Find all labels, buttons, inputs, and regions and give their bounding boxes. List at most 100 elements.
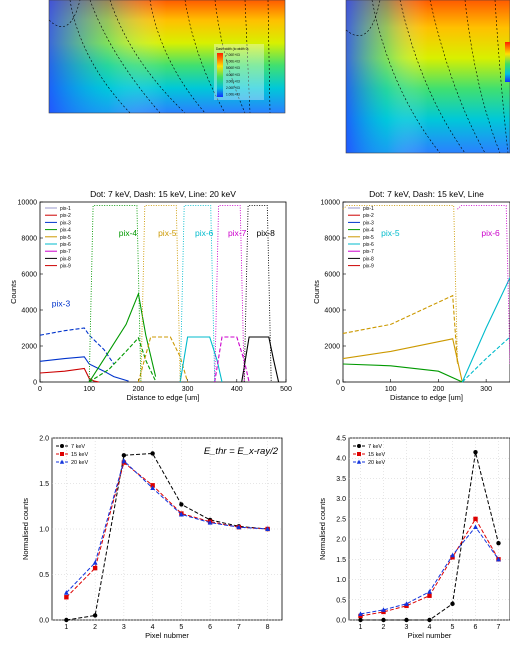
x-axis-label: Pixel number (408, 631, 452, 640)
x-tick-label: 300 (182, 386, 194, 393)
legend-label: pix-3 (60, 220, 71, 226)
colormap-legend: Dash width (to width 0) 7.00E+03 6.00E+03… (214, 44, 264, 100)
y-axis-label: Counts (9, 280, 18, 304)
data-point-triangle (473, 524, 478, 529)
series-line-15-keV (66, 461, 268, 598)
colormap-right-legend-swatch (505, 42, 510, 82)
colormap-left: Dash width (to width 0) 7.00E+03 6.00E+03… (48, 0, 286, 114)
y-tick-label: 1.5 (336, 557, 346, 564)
y-tick-label: 4.5 (336, 436, 346, 443)
y-axis-label: Counts (312, 280, 321, 304)
series-line-pix-6 (461, 277, 510, 383)
x-tick-label: 5 (451, 624, 455, 631)
plot-frame (342, 201, 510, 383)
x-axis-label: Pixel nubmer (145, 631, 189, 640)
annotation-label: pix-5 (158, 228, 177, 238)
legend-label: pix-9 (363, 264, 374, 270)
data-point-circle (381, 617, 386, 623)
colormap-left-contours (48, 0, 271, 114)
annotation-label: pix-7 (228, 228, 247, 238)
data-point-triangle (381, 607, 386, 612)
y-tick-label: 1.0 (336, 577, 346, 584)
y-tick-label: 0 (33, 380, 37, 387)
y-tick-label: 1.5 (39, 481, 49, 488)
threshold-annotation: E_thr = E_x-ray/2 (204, 446, 279, 457)
x-tick-label: 4 (428, 624, 432, 631)
y-tick-label: 1.0 (39, 527, 49, 534)
series-dotted-7kev (243, 205, 272, 383)
y-tick-label: 0.0 (39, 618, 49, 625)
legend-label: pix-3 (363, 220, 374, 226)
legend-label: pix-2 (363, 213, 374, 219)
legend-label: 7 keV (71, 444, 85, 450)
colormap-legend-title: Dash width (to width 0) (216, 47, 248, 51)
x-tick-label: 2 (93, 624, 97, 631)
legend-label: pix-5 (60, 235, 71, 241)
series-line-pix-4 (342, 363, 463, 383)
series-line-pix-3 (39, 327, 115, 365)
data-point-triangle (358, 611, 363, 616)
counts-chart-1: Dot: 7 keV, Dash: 15 keV, Line: 20 keV 0 1… (9, 189, 292, 402)
y-tick-label: 2000 (21, 344, 37, 351)
y-tick-label: 8000 (324, 236, 340, 243)
series-line-pix-6 (461, 336, 510, 383)
annotation-label: pix-5 (381, 228, 400, 238)
y-tick-label: 2.0 (336, 537, 346, 544)
data-point-circle (427, 617, 432, 623)
legend-label: 15 keV (71, 452, 88, 458)
series-line-pix-5 (342, 338, 463, 383)
data-point-square (381, 609, 386, 615)
series-line-pix-2 (39, 367, 100, 383)
data-point-triangle (450, 552, 455, 558)
data-point-circle (450, 601, 455, 607)
legend-marker (356, 459, 362, 464)
series-line-20-keV (66, 459, 268, 594)
series-dotted-7kev (88, 205, 142, 383)
x-tick-label: 100 (83, 386, 95, 393)
legend-marker (60, 452, 64, 456)
annotation-label: pix-4 (119, 228, 138, 238)
y-tick-label: 2.0 (39, 436, 49, 443)
annotation-label: pix-8 (256, 228, 275, 238)
normalised-chart-4: 1 2 3 4 5 6 7 0.0 0.5 1.0 1.5 2.0 2.5 3.0 3.5 4.0 4.5 Pix… (318, 436, 510, 640)
legend-label: pix-6 (60, 242, 71, 248)
data-point-triangle (207, 520, 213, 525)
x-tick-label: 200 (133, 386, 145, 393)
colormap-right-contours (345, 0, 509, 154)
data-point-triangle (92, 560, 98, 565)
y-tick-label: 3.0 (336, 496, 346, 503)
series-line-pix-4 (88, 336, 157, 383)
y-tick-label: 6000 (21, 272, 37, 279)
series-dotted-7kev (457, 205, 510, 365)
y-axis-label: Normalised counts (318, 498, 327, 560)
counts-chart-2: Dot: 7 keV, Dash: 15 keV, Line 0 100 200 300… (312, 189, 510, 402)
normalised-chart-3: 1 2 3 4 5 6 7 8 0.0 0.5 1.0 1.5 2.0 Pixel nubmer Norma… (21, 436, 283, 640)
x-tick-label: 4 (151, 624, 155, 631)
legend-label: 7 keV (368, 444, 382, 450)
series-line-pix-7 (214, 336, 250, 383)
data-point-square (92, 565, 98, 571)
colormap-left-edge-shading (49, 0, 285, 113)
data-point-circle (473, 449, 478, 455)
colormap-legend-bar (217, 53, 223, 97)
y-tick-label: 0.0 (336, 618, 346, 625)
legend-label: pix-4 (363, 228, 374, 234)
x-tick-label: 3 (122, 624, 126, 631)
data-point-circle (358, 617, 363, 623)
y-tick-label: 4000 (21, 308, 37, 315)
legend-label: 15 keV (368, 452, 385, 458)
x-tick-label: 8 (266, 624, 270, 631)
series-dotted-7kev (342, 205, 458, 365)
y-tick-label: 10000 (321, 200, 341, 207)
y-tick-label: 0.5 (336, 597, 346, 604)
colormap-legend-tick: 6.00E+03 (226, 60, 240, 64)
colormap-legend-tick: 1.00E+03 (226, 93, 240, 97)
data-point-square (404, 603, 409, 609)
colormap-legend-tick: 3.00E+03 (226, 79, 240, 83)
annotation-label: pix-3 (52, 298, 71, 308)
legend-label: pix-8 (60, 256, 71, 262)
legend-marker (59, 459, 65, 464)
annotation-label: pix-6 (481, 228, 500, 238)
y-tick-label: 0 (336, 380, 340, 387)
